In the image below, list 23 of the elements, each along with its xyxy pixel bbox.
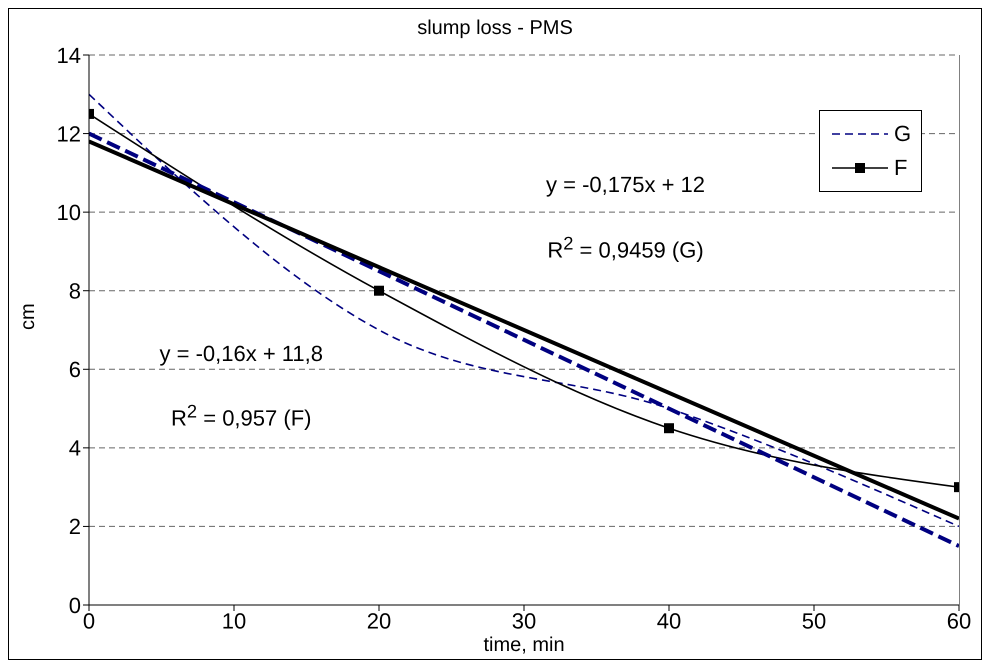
annotation: R$^{2}$ = 0,957 (F) (171, 400, 312, 432)
y-tick-label: 12 (56, 121, 81, 146)
y-tick-label: 8 (68, 278, 81, 304)
y-tick-label: 0 (68, 592, 81, 618)
legend-label: F (894, 155, 908, 181)
x-tick-label: 10 (222, 608, 246, 634)
annotation: y = -0,175x + 12 (546, 172, 705, 198)
y-tick-label: 4 (68, 436, 81, 461)
legend-label: G (894, 121, 912, 147)
x-tick-label: 50 (802, 608, 826, 634)
x-tick-label: 60 (946, 608, 972, 634)
y-tick-label: 14 (56, 42, 81, 68)
x-tick-label: 40 (656, 608, 682, 634)
y-tick-label: 2 (68, 514, 81, 540)
x-axis-title: time, min (483, 634, 565, 656)
x-tick-label: 30 (512, 608, 536, 634)
x-tick-label: 20 (366, 608, 392, 634)
annotation: y = -0,16x + 11,8 (160, 340, 323, 367)
annotation: R$^{2}$ = 0,9459 (G) (547, 232, 704, 264)
y-tick-label: 6 (68, 357, 81, 382)
y-axis-title: cm (17, 303, 40, 330)
chart-title: slump loss - PMS (416, 17, 574, 40)
y-tick-label: 10 (56, 200, 81, 225)
